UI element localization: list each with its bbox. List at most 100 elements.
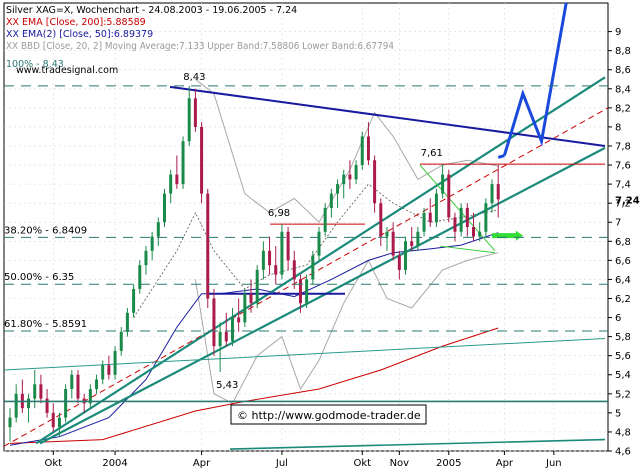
- candle-body: [453, 217, 457, 232]
- copyright-box: [230, 404, 427, 425]
- candle-body: [243, 293, 247, 323]
- watermark: www.tradesignal.com: [16, 65, 118, 76]
- candle-body: [292, 260, 296, 280]
- y-tick-label: 7,2: [615, 199, 631, 210]
- y-tick-label: 4,6: [615, 447, 631, 458]
- candle-body: [64, 389, 68, 418]
- candle-body: [385, 231, 389, 237]
- candle-body: [255, 269, 259, 304]
- candle-body: [33, 384, 37, 399]
- candle-body: [342, 174, 346, 185]
- candle-body: [107, 365, 111, 375]
- candle-body: [447, 174, 451, 218]
- candle-body: [428, 212, 432, 223]
- trend-channel-red-dashed: [3, 107, 609, 447]
- bollinger-moving-average: [133, 183, 499, 318]
- candle-body: [305, 279, 309, 304]
- candle-body: [465, 207, 469, 227]
- x-tick-label: 2004: [102, 458, 127, 469]
- candle-body: [441, 174, 445, 194]
- candle-body: [298, 279, 302, 304]
- triangle-line-lower: [439, 245, 496, 254]
- y-tick-label: 7,4: [615, 180, 631, 191]
- candle-body: [478, 231, 482, 237]
- green-arrow-head: [516, 230, 523, 241]
- candle-body: [268, 250, 272, 266]
- candle-body: [496, 184, 500, 200]
- candle-body: [125, 312, 129, 332]
- candle-body: [274, 265, 278, 275]
- fib-level-label: 50.00% - 6.35: [4, 272, 74, 283]
- candle-body: [101, 365, 105, 380]
- y-tick-label: 8,6: [615, 65, 631, 76]
- candle-body: [230, 317, 234, 342]
- y-tick-label: 7,8: [615, 141, 631, 152]
- candle-body: [113, 350, 117, 375]
- y-tick-label: 6,8: [615, 237, 631, 248]
- triangle-line-upper: [419, 164, 496, 252]
- copyright-text: © http://www.godmode-trader.de: [237, 409, 421, 422]
- annotation-label: 5,43: [216, 380, 238, 391]
- annotation-label: 6,98: [268, 208, 290, 219]
- y-tick-label: 5: [615, 408, 621, 419]
- candle-body: [373, 160, 377, 204]
- x-tick-label: Jul: [275, 458, 288, 469]
- candle-body: [181, 141, 185, 185]
- candle-body: [348, 174, 352, 180]
- candle-body: [206, 193, 210, 299]
- candle-body: [39, 384, 43, 399]
- uptrend-line-lower: [39, 146, 606, 445]
- projection-start: [497, 154, 505, 159]
- last-value-label: 7,24: [615, 195, 640, 206]
- y-tick-label: 8,8: [615, 46, 631, 57]
- candle-body: [169, 174, 173, 194]
- candle-body: [70, 374, 74, 390]
- x-tick-label: Apr: [496, 458, 514, 469]
- candle-body: [187, 98, 191, 142]
- legend-ema200: XX EMA [Close, 200]:5.88589: [6, 17, 146, 28]
- candle-body: [150, 236, 154, 251]
- candle-body: [218, 331, 222, 347]
- candle-body: [459, 207, 463, 232]
- bottom-trend-line: [229, 438, 606, 450]
- candle-body: [144, 250, 148, 266]
- candle-body: [156, 222, 160, 237]
- candle-body: [261, 250, 265, 270]
- y-tick-label: 9: [615, 27, 621, 38]
- candle-body: [119, 331, 123, 351]
- x-tick-label: Nov: [390, 458, 410, 469]
- candle-body: [57, 417, 61, 428]
- x-tick-label: Jun: [545, 458, 562, 469]
- ema200-line: [9, 327, 499, 444]
- candle-body: [410, 241, 414, 247]
- x-tick-label: Okt: [353, 458, 371, 469]
- y-tick-label: 6,4: [615, 275, 631, 286]
- candle-body: [249, 293, 253, 304]
- candle-body: [138, 265, 142, 289]
- y-tick-label: 6,6: [615, 256, 631, 267]
- y-tick-label: 7: [615, 218, 621, 229]
- candle-body: [95, 379, 99, 390]
- x-tick-label: Apr: [193, 458, 211, 469]
- candle-body: [379, 203, 383, 237]
- price-projection: [502, 2, 568, 156]
- fib-level-label: 61.80% - 5.8591: [4, 319, 87, 330]
- candle-body: [51, 412, 55, 428]
- candle-body: [490, 184, 494, 204]
- candle-body: [317, 231, 321, 256]
- legend-bollinger: XX BBD [Close, 20, 2] Moving Average:7.1…: [6, 41, 394, 52]
- candle-body: [484, 203, 488, 232]
- candle-body: [237, 317, 241, 323]
- legend-ema50: XX EMA(2) [Close, 50]:6.89379: [6, 29, 153, 40]
- annotation-label: 8,43: [183, 72, 205, 83]
- x-tick-label: Okt: [44, 458, 62, 469]
- candle-body: [286, 231, 290, 261]
- candle-body: [391, 231, 395, 256]
- candle-body: [132, 288, 136, 313]
- fib-level-label: 38.20% - 6.8409: [4, 225, 87, 236]
- candle-body: [212, 298, 216, 347]
- candle-body: [354, 165, 358, 180]
